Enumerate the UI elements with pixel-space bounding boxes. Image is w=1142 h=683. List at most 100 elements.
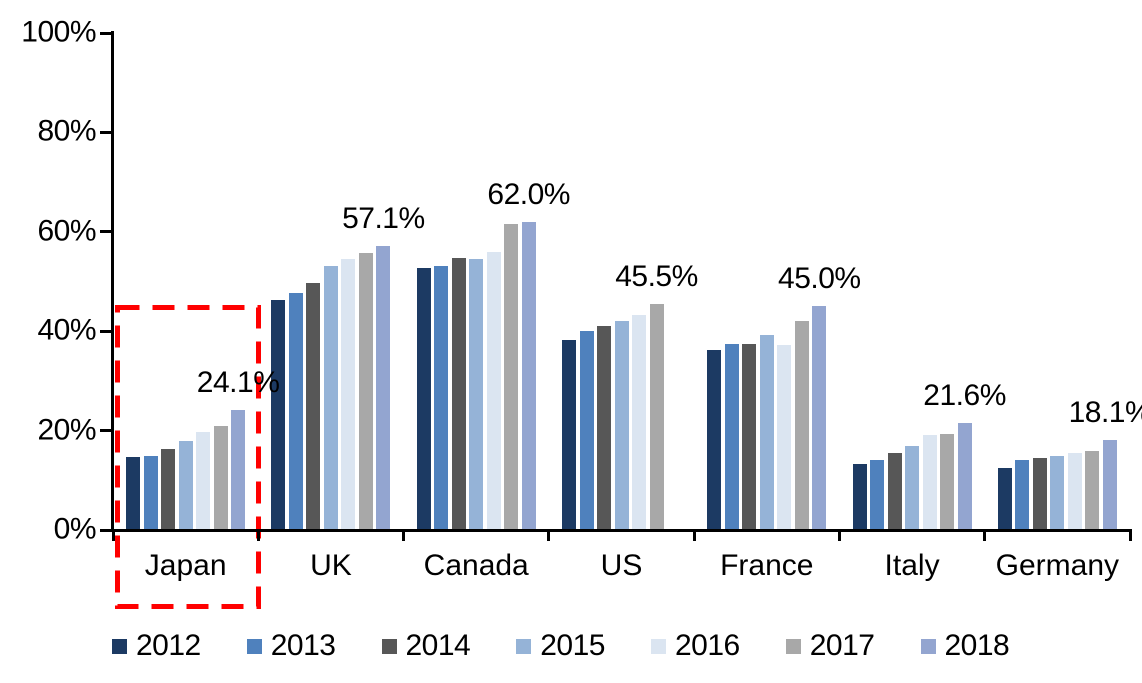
x-tick-4 xyxy=(692,530,696,541)
category-label-canada: Canada xyxy=(423,549,529,582)
bar-uk-2012 xyxy=(271,300,286,530)
x-tick-2 xyxy=(402,530,406,541)
bar-canada-2014 xyxy=(451,258,466,530)
bar-uk-2015 xyxy=(323,265,338,530)
legend-item-2016: 2016 xyxy=(651,629,740,663)
y-tick-40 xyxy=(100,329,112,333)
bar-france-2012 xyxy=(707,349,722,530)
y-tick-0 xyxy=(100,528,112,532)
bar-france-2013 xyxy=(724,343,739,530)
category-label-france: France xyxy=(720,549,814,582)
y-tick-100 xyxy=(100,31,112,35)
bar-france-2018 xyxy=(812,306,827,530)
bar-canada-2015 xyxy=(469,259,484,530)
legend-label-2018: 2018 xyxy=(944,629,1010,662)
legend-item-2014: 2014 xyxy=(381,629,471,663)
bar-italy-2017 xyxy=(940,434,955,530)
legend-label-2016: 2016 xyxy=(675,629,740,662)
bar-uk-2016 xyxy=(341,258,356,530)
bar-germany-2014 xyxy=(1032,458,1047,530)
bar-canada-2018 xyxy=(521,221,536,530)
y-tick-20 xyxy=(100,429,112,433)
bar-canada-2012 xyxy=(416,267,431,530)
y-tick-60 xyxy=(100,230,112,234)
data-label-germany: 18.1% xyxy=(1068,396,1142,429)
bar-italy-2018 xyxy=(957,422,972,530)
x-axis-line xyxy=(111,529,1132,532)
category-label-italy: Italy xyxy=(884,549,940,582)
bar-uk-2018 xyxy=(376,246,391,530)
legend-swatch-icon-2016 xyxy=(651,638,666,654)
x-tick-0 xyxy=(111,530,115,541)
bar-us-2014 xyxy=(597,326,611,530)
bar-germany-2016 xyxy=(1067,452,1082,530)
bar-japan-2013 xyxy=(143,455,158,530)
x-tick-1 xyxy=(256,530,260,541)
bar-germany-2018 xyxy=(1102,440,1117,530)
bar-italy-2014 xyxy=(887,453,902,530)
bar-japan-2015 xyxy=(178,440,193,530)
category-label-japan: Japan xyxy=(144,549,227,582)
legend-swatch-icon-2013 xyxy=(246,638,262,654)
legend-label-2015: 2015 xyxy=(540,629,605,662)
bar-us-2012 xyxy=(562,340,576,530)
bar-italy-2016 xyxy=(922,434,937,530)
bar-germany-2013 xyxy=(1015,459,1030,530)
bar-germany-2015 xyxy=(1050,455,1065,530)
bar-us-2015 xyxy=(614,321,629,530)
legend-swatch-icon-2018 xyxy=(920,638,936,654)
bar-us-2016 xyxy=(632,314,646,530)
data-label-france: 45.0% xyxy=(778,262,861,296)
category-label-uk: UK xyxy=(310,549,352,582)
y-axis-label-80: 80% xyxy=(37,114,96,148)
legend-label-2017: 2017 xyxy=(809,629,875,662)
y-axis-label-0: 0% xyxy=(53,512,97,546)
data-label-canada: 62.0% xyxy=(487,177,570,211)
legend-swatch-icon-2012 xyxy=(112,638,127,654)
legend: 2012 2013 2014 2015 2016 2017 2018 xyxy=(112,629,1010,663)
legend-label-2014: 2014 xyxy=(405,629,471,662)
bar-uk-2014 xyxy=(306,283,321,530)
bar-canada-2016 xyxy=(486,251,501,530)
bar-japan-2012 xyxy=(126,456,141,530)
bar-canada-2017 xyxy=(504,224,519,530)
legend-label-2013: 2013 xyxy=(270,629,336,662)
x-tick-5 xyxy=(837,530,841,541)
bar-uk-2017 xyxy=(358,253,373,530)
bar-france-2015 xyxy=(759,335,774,530)
y-axis-label-40: 40% xyxy=(37,313,96,347)
bar-us-2017 xyxy=(649,303,664,530)
data-label-italy: 21.6% xyxy=(923,378,1006,412)
bar-italy-2012 xyxy=(852,463,867,530)
bar-japan-2017 xyxy=(213,426,228,530)
bar-france-2016 xyxy=(777,345,792,530)
legend-swatch-icon-2015 xyxy=(516,638,532,654)
legend-label-2012: 2012 xyxy=(136,629,201,662)
legend-item-2015: 2015 xyxy=(516,629,605,663)
category-label-us: US xyxy=(600,549,643,582)
y-axis-line xyxy=(111,31,114,532)
legend-swatch-icon-2014 xyxy=(381,638,397,654)
legend-item-2012: 2012 xyxy=(112,629,201,663)
bar-japan-2014 xyxy=(161,448,176,530)
legend-item-2013: 2013 xyxy=(246,629,336,663)
bar-canada-2013 xyxy=(434,265,449,530)
bar-france-2017 xyxy=(794,320,809,530)
bar-japan-2016 xyxy=(196,432,211,530)
bar-uk-2013 xyxy=(288,293,303,530)
legend-swatch-icon-2017 xyxy=(785,638,801,654)
legend-item-2017: 2017 xyxy=(785,629,875,663)
data-label-us: 45.5% xyxy=(615,259,698,293)
x-tick-6 xyxy=(983,530,987,541)
bar-us-2013 xyxy=(579,331,594,530)
x-tick-3 xyxy=(547,530,551,541)
bar-italy-2015 xyxy=(905,445,920,530)
bar-germany-2017 xyxy=(1085,450,1100,530)
data-label-japan: 24.1% xyxy=(196,366,280,400)
x-tick-7 xyxy=(1128,530,1132,541)
bar-italy-2013 xyxy=(870,459,885,530)
y-tick-80 xyxy=(100,130,112,134)
bar-germany-2012 xyxy=(997,467,1012,530)
bar-japan-2018 xyxy=(231,410,246,530)
